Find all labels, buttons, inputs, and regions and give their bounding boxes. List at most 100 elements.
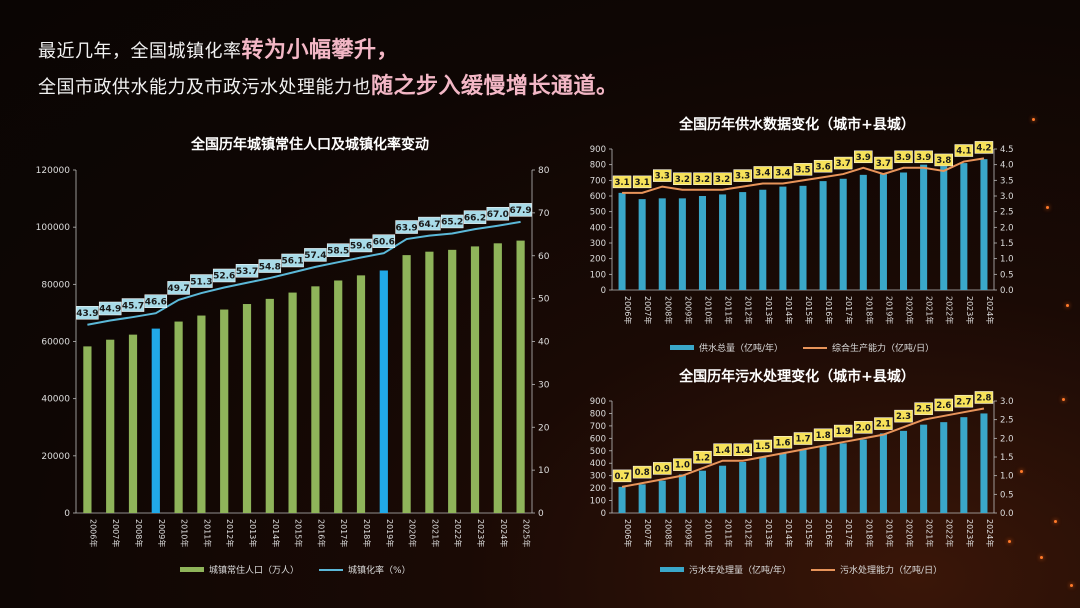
y-left-tick-label: 100 [590,497,606,507]
data-label: 3.7 [836,159,851,169]
y-right-tick-label: 3.5 [1000,176,1014,186]
bar [940,166,948,290]
data-label: 1.6 [775,438,790,448]
data-label: 43.9 [76,309,98,319]
spark-decoration [1020,470,1023,473]
x-tick-label: 2021年 [925,296,935,324]
bar [920,164,928,290]
x-tick-label: 2012年 [225,519,235,547]
data-label: 52.6 [213,272,235,282]
y-left-tick-label: 800 [590,409,606,419]
x-tick-label: 2025年 [522,519,532,547]
data-label-box [934,398,953,412]
x-tick-label: 2019年 [884,296,894,324]
bar [402,255,411,514]
spark-decoration [1062,398,1065,401]
y-left-tick-label: 120000 [36,166,71,176]
bar [242,304,252,513]
data-label: 3.2 [715,175,730,185]
data-label: 3.9 [916,153,931,163]
headline-line-2: 全国市政供水能力及市政污水处理能力也随之步入缓慢增长通道。 [38,68,619,100]
data-label: 67.9 [509,206,531,216]
data-label: 1.7 [795,435,810,445]
x-tick-label: 2009年 [157,519,167,547]
x-tick-label: 2008年 [663,296,673,324]
headline-line-1: 最近几年，全国城镇化率转为小幅攀升， [38,32,399,64]
x-tick-label: 2023年 [965,296,975,324]
x-tick-label: 2013年 [764,296,774,324]
bar [128,334,138,513]
bar [859,439,867,513]
x-tick-label: 2012年 [744,519,754,547]
y-right-tick-label: 2.0 [1000,223,1014,233]
bar [638,199,646,290]
x-tick-label: 2018年 [864,519,874,547]
y-right-tick-label: 4.0 [1000,161,1014,171]
data-label: 4.2 [976,143,991,153]
legend-swatch-population [180,567,204,572]
data-label: 3.1 [615,178,630,188]
y-right-tick-label: 80 [538,166,550,176]
y-right-tick-label: 0.0 [1000,509,1014,519]
data-label-box [833,424,853,438]
data-label-box [894,409,913,423]
bar [960,163,968,290]
bar [759,189,767,290]
headline-line-1-emphasis: 转为小幅攀升， [241,38,400,63]
legend-item-supply-capacity: 综合生产能力（亿吨/日） [803,341,934,354]
bar [151,328,160,513]
data-label-box [372,234,396,248]
legend-item-sewage: 污水年处理量（亿吨/年） [660,563,791,576]
x-tick-label: 2008年 [134,519,144,547]
bar [900,172,908,290]
y-left-tick-label: 400 [590,459,606,469]
y-left-tick-label: 500 [590,447,606,457]
data-label-box [693,450,712,464]
x-tick-label: 2020年 [408,519,418,547]
bar [334,280,343,513]
y-left-tick-label: 100000 [36,223,71,233]
data-label-box [713,172,732,185]
data-label-box [813,428,833,442]
data-label: 2.0 [856,423,871,433]
legend-label-sewage: 污水年处理量（亿吨/年） [689,566,792,576]
data-label: 59.6 [350,242,372,252]
data-label: 1.2 [695,453,710,463]
y-right-tick-label: 2.0 [1000,434,1014,444]
bar [106,339,115,513]
x-tick-label: 2023年 [965,519,975,547]
bar [678,474,686,513]
data-label: 3.3 [655,172,670,182]
x-tick-label: 2022年 [453,519,463,547]
bar [839,178,847,290]
legend-swatch-urban-rate [319,568,344,571]
bar [638,484,646,513]
data-label: 3.6 [816,162,831,172]
y-left-tick-label: 800 [590,161,606,171]
data-label: 3.2 [675,175,690,185]
y-left-tick-label: 900 [590,397,606,407]
y-right-tick-label: 0.5 [1000,490,1014,500]
x-tick-label: 2015年 [804,519,814,547]
x-tick-label: 2009年 [683,296,693,324]
population-legend: 城镇常住人口（万人） 城镇化率（%） [180,563,425,576]
data-label-box [212,268,236,283]
data-label: 2.8 [976,394,991,404]
x-tick-label: 2017年 [844,519,854,547]
data-label: 2.3 [896,412,911,422]
data-label-box [121,298,145,312]
x-tick-label: 2013年 [248,519,258,547]
legend-swatch-supply-capacity [803,346,828,349]
x-tick-label: 2009年 [683,519,693,547]
x-tick-label: 2015年 [804,296,814,324]
y-left-tick-label: 80000 [41,280,70,290]
x-tick-label: 2011年 [724,519,734,547]
y-right-tick-label: 50 [538,295,550,305]
legend-swatch-sewage [660,567,684,572]
data-label: 0.8 [635,468,650,478]
bar [288,292,297,513]
data-label: 49.7 [167,284,189,294]
sewage-legend: 污水年处理量（亿吨/年） 污水处理能力（亿吨/日） [660,563,956,576]
data-label-box [974,141,994,154]
data-label-box [418,216,441,231]
